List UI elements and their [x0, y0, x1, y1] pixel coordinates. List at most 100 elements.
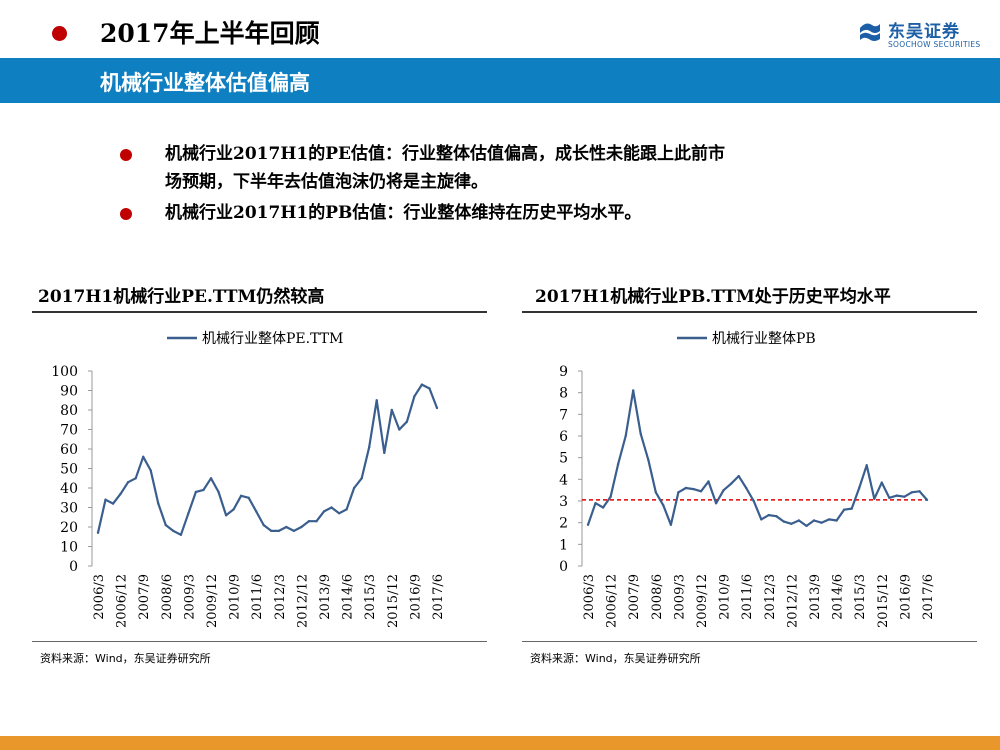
y-tick-label: 50 [60, 462, 78, 478]
data-point [270, 529, 273, 533]
bullet-1-line-1: 机械行业2017H1的PE估值：行业整体估值偏高，成长性未能跟上此前市 [165, 144, 725, 164]
data-point [895, 494, 899, 497]
data-point [873, 497, 876, 500]
data-point [157, 502, 160, 505]
x-tick-label: 2014/6 [831, 574, 846, 620]
data-point [217, 490, 220, 494]
chart-1-source: 资料来源：Wind，东吴证券研究所 [40, 652, 211, 665]
x-tick-label: 2015/12 [386, 574, 401, 628]
data-point [812, 519, 816, 522]
data-point [662, 504, 665, 507]
y-tick-label: 0 [559, 559, 568, 575]
x-tick-label: 2006/12 [605, 574, 620, 628]
data-point [330, 506, 333, 509]
y-tick-label: 90 [60, 384, 78, 400]
data-point [413, 395, 416, 398]
legend-label: 机械行业整体PE.TTM [202, 331, 343, 347]
data-point [194, 490, 198, 494]
chart-1-title: 2017H1机械行业PE.TTM仍然较高 [38, 287, 325, 307]
x-tick-label: 2015/12 [876, 574, 891, 628]
data-point [239, 494, 243, 497]
data-point [729, 482, 733, 485]
bullet-dot [120, 208, 132, 220]
data-point [722, 489, 725, 492]
data-point [96, 531, 100, 534]
y-tick-label: 70 [60, 423, 78, 439]
x-tick-label: 2011/6 [740, 574, 755, 620]
y-tick-label: 7 [559, 407, 568, 423]
y-tick-label: 0 [69, 559, 78, 575]
data-point [247, 496, 250, 499]
data-point [858, 486, 861, 490]
data-point [752, 499, 755, 503]
x-tick-label: 2012/3 [763, 574, 778, 620]
y-tick-label: 6 [559, 429, 568, 445]
x-tick-label: 2010/9 [228, 574, 243, 620]
data-point [300, 525, 303, 529]
series-line [586, 389, 928, 527]
data-point [383, 451, 386, 455]
x-tick-label: 2010/9 [718, 574, 733, 620]
data-point [586, 523, 590, 526]
data-point [398, 428, 401, 431]
y-tick-label: 4 [559, 472, 568, 488]
data-point [775, 515, 778, 518]
data-point [782, 520, 786, 523]
data-point [647, 458, 650, 461]
data-point [760, 518, 763, 521]
data-point [616, 463, 620, 466]
y-tick-label: 10 [60, 540, 78, 556]
data-point [639, 432, 642, 435]
chart-1-bottom-rule [32, 641, 487, 642]
data-point [126, 481, 130, 484]
data-point [820, 521, 823, 524]
data-point [209, 477, 213, 480]
data-point [164, 523, 167, 527]
section-banner: 机械行业整体估值偏高 [0, 58, 1000, 103]
x-tick-label: 2014/6 [341, 574, 356, 620]
data-point [224, 514, 228, 517]
data-point [360, 477, 363, 480]
x-tick-label: 2006/12 [115, 574, 130, 628]
x-tick-label: 2011/6 [250, 574, 265, 620]
data-point [767, 513, 770, 517]
header-bullet-dot [52, 26, 67, 41]
data-point [172, 529, 175, 533]
chart-1-top-rule [32, 311, 487, 313]
pe-line-chart: 机械行业整体PE.TTM 0 10 20 30 40 50 60 70 80 90 100 2006/3… [51, 331, 446, 628]
data-point [842, 508, 846, 511]
y-tick-label: 20 [60, 520, 78, 536]
x-tick-label: 2016/9 [408, 574, 423, 620]
data-point [435, 406, 439, 410]
x-tick-label: 2009/3 [672, 574, 687, 620]
pb-line-chart: 机械行业整体PB 0 1 2 3 4 5 6 7 8 9 2006/3 2006/12 2007/9 200… [559, 331, 936, 628]
x-tick-label: 2007/9 [137, 574, 152, 620]
x-tick-label: 2015/3 [363, 574, 378, 620]
y-tick-label: 8 [559, 386, 568, 402]
data-point [322, 510, 326, 513]
x-tick-label: 2012/12 [785, 574, 800, 628]
data-point [352, 486, 356, 490]
data-point [420, 383, 424, 386]
x-tick-label: 2012/3 [273, 574, 288, 620]
x-tick-label: 2016/9 [898, 574, 913, 620]
data-point [790, 522, 793, 525]
data-point [903, 495, 906, 498]
data-point [632, 389, 635, 392]
legend-label: 机械行业整体PB [712, 331, 816, 347]
x-tick-label: 2009/12 [205, 574, 220, 628]
x-tick-label: 2012/12 [295, 574, 310, 628]
data-point [428, 387, 431, 390]
bullet-2-line-1: 机械行业2017H1的PB估值：行业整体维持在历史平均水平。 [165, 203, 642, 223]
logo-english: SOOCHOW SECURITIES [888, 40, 981, 49]
x-tick-label: 2006/3 [582, 574, 597, 620]
data-point [805, 524, 808, 528]
data-point [684, 486, 688, 490]
data-point [337, 512, 341, 515]
data-point [699, 490, 703, 493]
data-point [737, 474, 740, 478]
x-tick-label: 2017/6 [431, 574, 446, 620]
series-line [96, 383, 439, 536]
data-point [827, 518, 831, 521]
data-point [918, 490, 921, 493]
